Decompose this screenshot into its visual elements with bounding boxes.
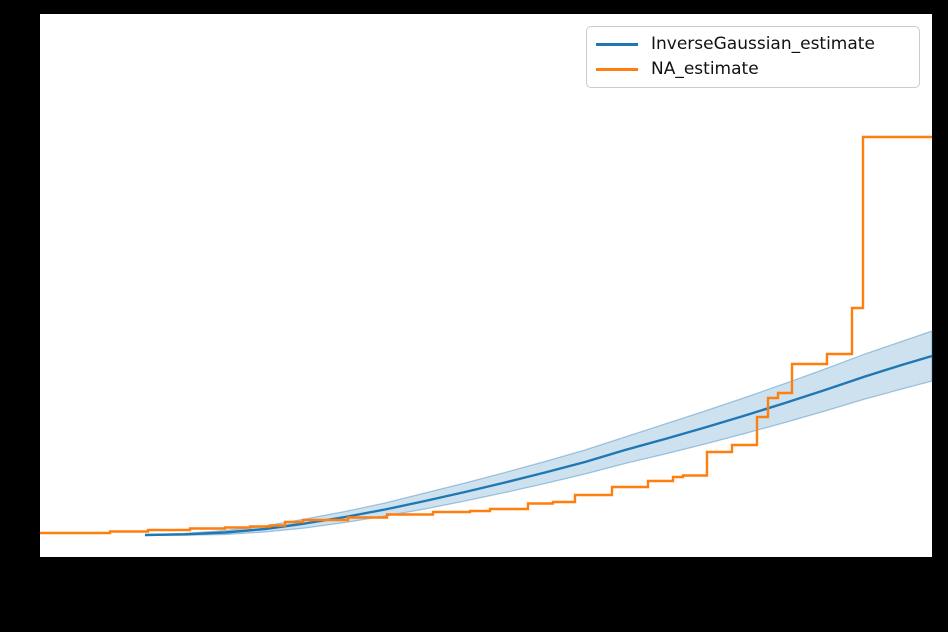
plot-area [40,14,932,557]
legend: InverseGaussian_estimate NA_estimate [586,26,920,88]
legend-label-inversegaussian: InverseGaussian_estimate [651,34,875,54]
legend-line-sample-na-estimate [596,68,638,71]
legend-entry-na-estimate: NA_estimate [596,57,909,82]
legend-line-sample-inversegaussian [596,43,638,46]
inversegaussian-estimate-line [144,354,933,537]
na-estimate-step-line [40,135,932,535]
legend-entry-inversegaussian: InverseGaussian_estimate [596,32,909,57]
legend-label-na-estimate: NA_estimate [651,59,759,79]
